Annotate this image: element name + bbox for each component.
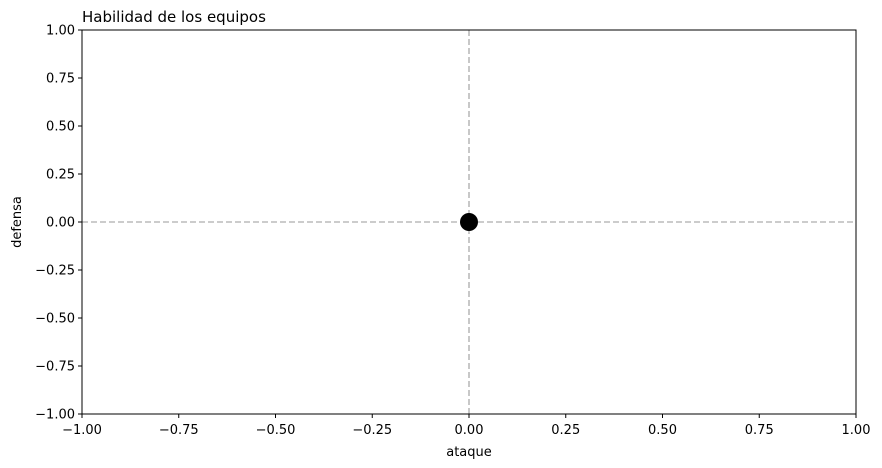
x-axis-label: ataque: [446, 445, 492, 460]
y-tick-label: 0.25: [46, 168, 75, 183]
data-point: [460, 213, 478, 231]
y-tick-label: 0.00: [46, 216, 75, 231]
x-tick-label: −1.00: [62, 423, 102, 438]
x-tick-label: −0.50: [256, 423, 296, 438]
y-tick-label: 0.75: [46, 72, 75, 87]
x-tick-label: −0.25: [352, 423, 392, 438]
y-axis-ticks: −1.00 −0.75 −0.50 −0.25 0.00 0.25 0.50 0.75 1.00: [35, 24, 82, 423]
x-tick-label: 0.00: [455, 423, 484, 438]
y-axis-label: defensa: [10, 196, 25, 248]
x-tick-label: 0.75: [745, 423, 774, 438]
y-tick-label: −1.00: [35, 408, 75, 423]
data-points: [460, 213, 478, 231]
x-tick-label: −0.75: [159, 423, 199, 438]
y-tick-label: −0.50: [35, 312, 75, 327]
chart-title: Habilidad de los equipos: [82, 8, 266, 26]
y-tick-label: 0.50: [46, 120, 75, 135]
y-tick-label: −0.75: [35, 360, 75, 375]
x-tick-label: 1.00: [842, 423, 871, 438]
x-axis-ticks: −1.00 −0.75 −0.50 −0.25 0.00 0.25 0.50 0.75 1.00: [62, 414, 870, 438]
y-tick-label: 1.00: [46, 24, 75, 39]
x-tick-label: 0.50: [648, 423, 677, 438]
x-tick-label: 0.25: [551, 423, 580, 438]
y-tick-label: −0.25: [35, 264, 75, 279]
